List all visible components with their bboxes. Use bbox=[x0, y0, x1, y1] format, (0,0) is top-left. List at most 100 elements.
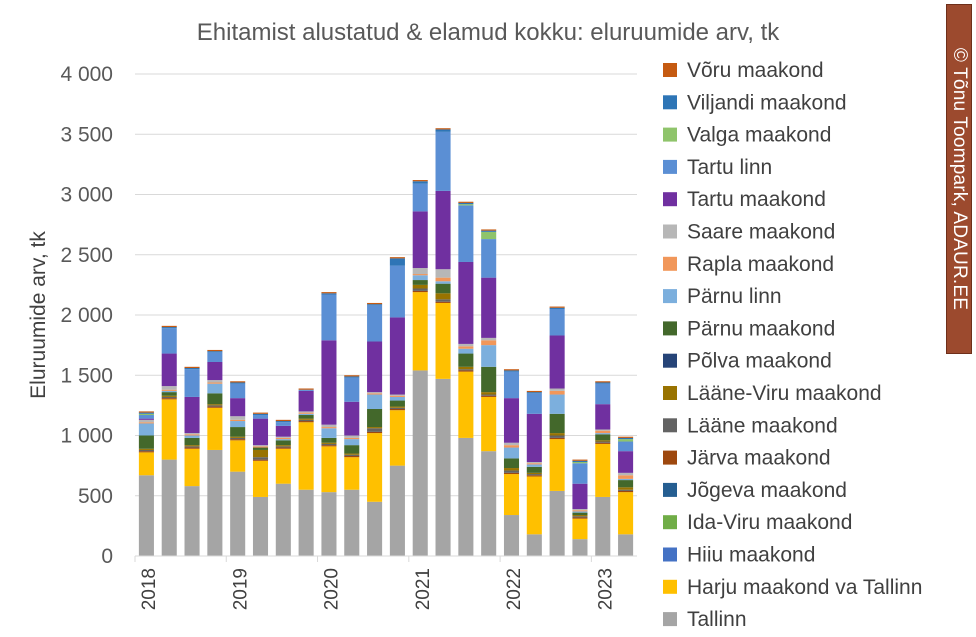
bar-segment bbox=[252, 418, 269, 446]
legend-swatch bbox=[663, 482, 677, 497]
bar-stack bbox=[275, 419, 291, 556]
legend-label: Tartu linn bbox=[687, 156, 772, 179]
bar-segment bbox=[595, 440, 611, 442]
legend-label: Valga maakond bbox=[687, 124, 831, 147]
bar-segment bbox=[321, 442, 337, 444]
bar-segment bbox=[230, 383, 246, 399]
bar-segment bbox=[321, 428, 337, 438]
bar-segment bbox=[275, 421, 291, 423]
bar-segment bbox=[572, 463, 588, 484]
legend-swatch bbox=[663, 612, 677, 627]
copyright-symbol: © bbox=[949, 47, 970, 63]
bar-segment bbox=[549, 439, 565, 491]
bar-segment bbox=[549, 307, 565, 309]
bar-stack bbox=[252, 412, 269, 556]
legend-swatch bbox=[663, 418, 677, 433]
bar-segment bbox=[595, 429, 611, 431]
bar-segment bbox=[458, 371, 474, 438]
bar-segment bbox=[298, 412, 314, 414]
bar-segment bbox=[275, 447, 291, 449]
bar-segment bbox=[618, 492, 634, 535]
bar-segment bbox=[252, 447, 269, 450]
bar-segment bbox=[298, 489, 314, 556]
y-tick-label: 1 500 bbox=[60, 364, 113, 387]
bar-segment bbox=[435, 302, 451, 379]
bar-segment bbox=[458, 261, 474, 344]
bar-segment bbox=[572, 459, 588, 461]
bar-segment bbox=[298, 419, 314, 422]
bar-segment bbox=[321, 427, 337, 429]
bar-segment bbox=[526, 474, 542, 476]
bar-segment bbox=[321, 437, 337, 443]
bar-segment bbox=[618, 451, 634, 473]
bar-stack bbox=[481, 229, 497, 556]
bar-segment bbox=[458, 346, 474, 349]
bar-segment bbox=[161, 398, 177, 400]
legend: Võru maakond Viljandi maakond Valga maakon… bbox=[663, 59, 922, 631]
bar-segment bbox=[184, 435, 200, 438]
bar-segment bbox=[184, 486, 200, 556]
bar-stack bbox=[618, 436, 634, 556]
bar-segment bbox=[184, 396, 200, 434]
bar-segment bbox=[138, 423, 154, 436]
bar-segment bbox=[481, 277, 497, 338]
bar-segment bbox=[481, 394, 497, 396]
bar-segment bbox=[275, 483, 291, 556]
legend-item: Hiiu maakond bbox=[663, 544, 815, 567]
legend-label: Hiiu maakond bbox=[687, 544, 815, 567]
bar-segment bbox=[207, 383, 223, 394]
bar-segment bbox=[618, 478, 634, 481]
legend-label: Saare maakond bbox=[687, 221, 835, 244]
bar-segment bbox=[595, 381, 611, 383]
bar-segment bbox=[458, 205, 474, 262]
bar-segment bbox=[298, 389, 314, 391]
bar-segment bbox=[230, 471, 246, 556]
bar-segment bbox=[595, 382, 611, 384]
bar-stack bbox=[435, 128, 451, 556]
bar-segment bbox=[458, 366, 474, 370]
x-tick-label: 2018 bbox=[139, 568, 160, 610]
bar-segment bbox=[503, 458, 520, 469]
legend-swatch bbox=[663, 353, 677, 368]
y-tick-label: 0 bbox=[101, 545, 113, 568]
bar-segment bbox=[458, 204, 474, 206]
legend-item: Tartu linn bbox=[663, 156, 772, 179]
bar-segment bbox=[618, 436, 634, 438]
bar-stack bbox=[184, 366, 200, 556]
bar-segment bbox=[549, 306, 565, 308]
bar-segment bbox=[481, 239, 497, 278]
bar-segment bbox=[161, 389, 177, 391]
bar-segment bbox=[595, 430, 611, 434]
bar-segment bbox=[481, 366, 497, 393]
bar-segment bbox=[435, 128, 451, 130]
bar-segment bbox=[389, 265, 405, 318]
bar-segment bbox=[526, 393, 542, 414]
bar-segment bbox=[412, 370, 428, 556]
bar-segment bbox=[367, 302, 383, 305]
bar-segment bbox=[412, 268, 428, 275]
bar-segment bbox=[595, 443, 611, 497]
bar-segment bbox=[275, 436, 291, 438]
legend-label: Põlva maakond bbox=[687, 350, 832, 373]
x-axis-ticks: 2018 2019 2020 2021 2022 2023 bbox=[134, 556, 616, 610]
bar-segment bbox=[367, 428, 383, 432]
bar-segment bbox=[275, 445, 291, 447]
bar-segment bbox=[275, 439, 291, 441]
bar-segment bbox=[161, 386, 177, 390]
bar-segment bbox=[344, 457, 360, 490]
bar-segment bbox=[321, 492, 337, 556]
bar-stack bbox=[503, 369, 520, 556]
legend-item: Tallinn bbox=[663, 608, 747, 631]
bar-segment bbox=[207, 380, 223, 383]
chart-title: Ehitamist alustatud & elamud kokku: elur… bbox=[197, 19, 780, 46]
bar-segment bbox=[458, 202, 474, 205]
bar-segment bbox=[595, 404, 611, 430]
bar-segment bbox=[503, 470, 520, 473]
legend-item: Põlva maakond bbox=[663, 350, 832, 373]
bar-segment bbox=[138, 411, 154, 413]
bar-segment bbox=[503, 442, 520, 446]
bar-segment bbox=[618, 489, 634, 491]
bar-segment bbox=[161, 325, 177, 328]
bar-segment bbox=[618, 490, 634, 493]
bar-segment bbox=[207, 382, 223, 384]
